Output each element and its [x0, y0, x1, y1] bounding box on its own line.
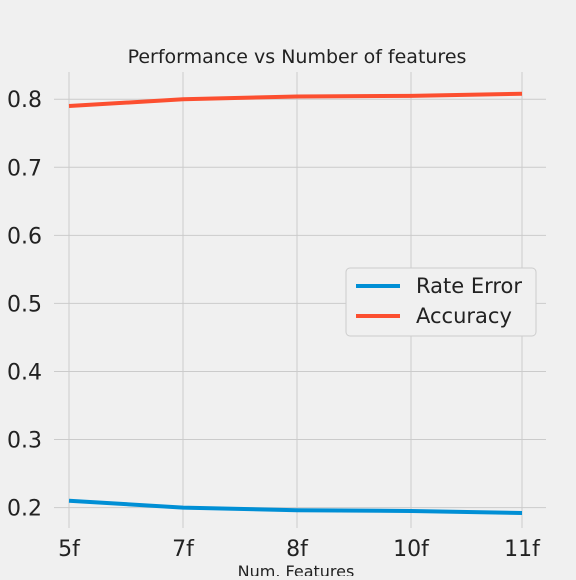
- x-tick-label: 11f: [504, 537, 541, 562]
- y-tick-label: 0.8: [7, 88, 42, 113]
- legend-label-accuracy: Accuracy: [416, 304, 512, 328]
- legend: Rate Error Accuracy: [345, 267, 537, 337]
- legend-label-rate-error: Rate Error: [416, 274, 522, 298]
- x-axis-label: Num. Features: [238, 562, 355, 576]
- y-tick-label: 0.5: [7, 292, 42, 317]
- y-tick-label: 0.2: [7, 497, 42, 522]
- x-tick-label: 7f: [172, 537, 195, 562]
- x-tick-label: 5f: [58, 537, 81, 562]
- y-tick-label: 0.7: [7, 156, 42, 181]
- y-tick-label: 0.4: [7, 360, 42, 385]
- y-tick-labels: 0.2 0.3 0.4 0.5 0.6 0.7 0.8: [7, 88, 42, 521]
- x-tick-label: 8f: [286, 537, 309, 562]
- series-line-rate-error: [68, 498, 523, 516]
- y-tick-label: 0.3: [7, 429, 42, 454]
- y-tick-label: 0.6: [7, 224, 42, 249]
- x-tick-labels: 5f 7f 8f 10f 11f: [58, 537, 541, 562]
- x-tick-label: 10f: [393, 537, 430, 562]
- series-lines: [68, 91, 523, 516]
- chart-title: Performance vs Number of features: [128, 46, 467, 68]
- series-line-accuracy: [68, 91, 523, 109]
